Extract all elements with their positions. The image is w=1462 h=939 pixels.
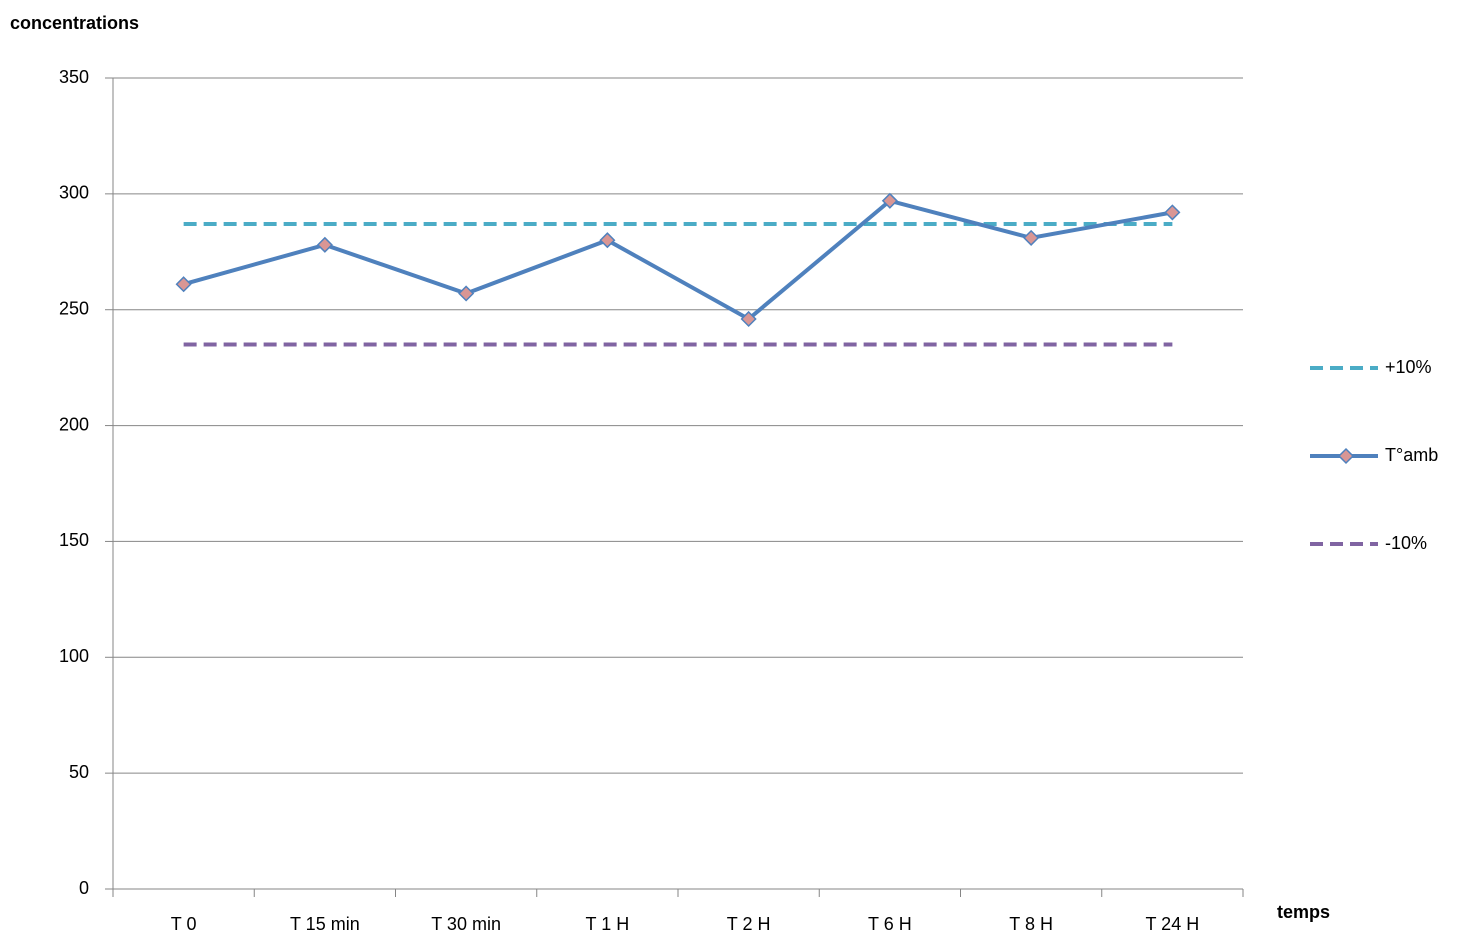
y-axis-title: concentrations	[10, 13, 139, 33]
y-tick-label: 300	[59, 183, 89, 203]
marker	[1023, 229, 1040, 246]
marker	[1164, 204, 1181, 221]
legend-label: -10%	[1385, 533, 1427, 553]
y-tick-label: 250	[59, 298, 89, 318]
marker	[316, 236, 333, 253]
x-tick-label: T 6 H	[868, 914, 912, 934]
x-axis-title: temps	[1277, 902, 1330, 922]
x-tick-label: T 8 H	[1009, 914, 1053, 934]
marker	[458, 285, 475, 302]
x-tick-label: T 30 min	[431, 914, 501, 934]
x-tick-label: T 0	[171, 914, 197, 934]
y-tick-label: 150	[59, 530, 89, 550]
marker	[740, 310, 757, 328]
y-tick-label: 0	[79, 878, 89, 898]
series-line	[183, 198, 1173, 322]
y-tick-label: 100	[59, 646, 89, 666]
y-tick-label: 350	[59, 67, 89, 87]
legend-marker	[1337, 447, 1355, 465]
marker	[881, 192, 898, 209]
x-tick-label: T 2 H	[727, 914, 771, 934]
marker	[175, 276, 192, 293]
x-tick-label: T 24 H	[1146, 914, 1200, 934]
marker	[599, 232, 616, 249]
x-tick-label: T 15 min	[290, 914, 360, 934]
legend-label: T°amb	[1385, 445, 1438, 465]
legend-label: +10%	[1385, 357, 1432, 377]
y-tick-label: 50	[69, 762, 89, 782]
y-tick-label: 200	[59, 414, 89, 434]
x-tick-label: T 1 H	[586, 914, 630, 934]
